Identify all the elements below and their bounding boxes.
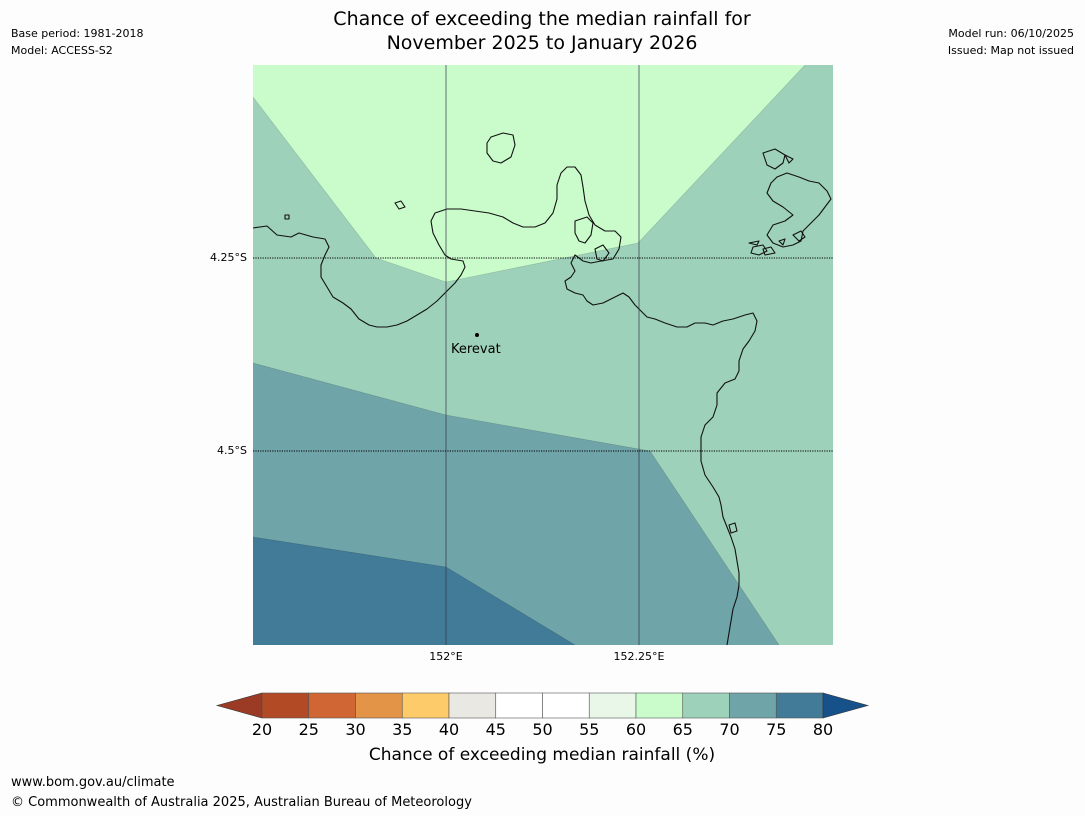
title-line-1: Chance of exceeding the median rainfall … <box>333 8 751 30</box>
kerevat-marker <box>475 333 479 337</box>
colorbar-tick-label: 20 <box>251 720 273 739</box>
issued-status: Issued: Map not issued <box>947 44 1074 57</box>
colorbar-bin <box>448 692 497 719</box>
base-period: Base period: 1981-2018 <box>11 27 144 40</box>
lat-label-4-5: 4.5°S <box>217 444 247 457</box>
rainfall-map <box>253 65 833 645</box>
colorbar-tick-label: 60 <box>625 720 647 739</box>
colorbar-tick-label: 50 <box>532 720 553 739</box>
coastline <box>253 132 832 645</box>
title-line-2: November 2025 to January 2026 <box>386 32 698 54</box>
colorbar-tick-label: 35 <box>392 720 413 739</box>
colorbar-title: Chance of exceeding median rainfall (%) <box>368 745 716 765</box>
colorbar-tick-label: 45 <box>485 720 506 739</box>
colorbar <box>215 692 870 719</box>
zone-75-80 <box>253 537 575 645</box>
colorbar-bin <box>355 692 403 719</box>
meta-left: Base period: 1981-2018 Model: ACCESS-S2 <box>11 25 143 59</box>
colorbar-tick-label: 55 <box>579 720 600 739</box>
colorbar-tick-label: 80 <box>812 720 834 739</box>
model-name: Model: ACCESS-S2 <box>11 44 113 57</box>
colorbar-bin <box>775 692 824 719</box>
colorbar-bin <box>261 692 310 719</box>
footer-url: www.bom.gov.au/climate <box>11 775 175 790</box>
colorbar-bin <box>495 692 543 719</box>
colorbar-bin <box>588 692 637 719</box>
colorbar-tick-label: 30 <box>345 720 366 739</box>
place-label-kerevat: Kerevat <box>451 342 501 357</box>
colorbar-tick-label: 65 <box>672 720 693 739</box>
colorbar-bin <box>542 692 590 719</box>
meta-right: Model run: 06/10/2025 Issued: Map not is… <box>948 25 1074 59</box>
colorbar-tick-label: 70 <box>719 720 740 739</box>
colorbar-tick-label: 75 <box>766 720 787 739</box>
lon-label-152-25: 152.25°E <box>613 650 665 663</box>
zone-60-65 <box>253 65 805 282</box>
lon-label-152: 152°E <box>429 650 463 663</box>
colorbar-bin <box>682 692 730 719</box>
colorbar-bin-low <box>215 692 263 719</box>
map-title: Chance of exceeding the median rainfall … <box>242 7 842 55</box>
footer-copyright: © Commonwealth of Australia 2025, Austra… <box>11 795 472 810</box>
model-run: Model run: 06/10/2025 <box>948 27 1074 40</box>
lat-label-4-25: 4.25°S <box>210 251 247 264</box>
colorbar-tick-label: 40 <box>438 720 460 739</box>
colorbar-bin <box>729 692 777 719</box>
graticule <box>253 65 833 645</box>
colorbar-bin <box>308 692 356 719</box>
colorbar-bin <box>635 692 684 719</box>
colorbar-bin <box>401 692 450 719</box>
colorbar-bin-high <box>822 692 870 719</box>
colorbar-tick-label: 25 <box>298 720 319 739</box>
